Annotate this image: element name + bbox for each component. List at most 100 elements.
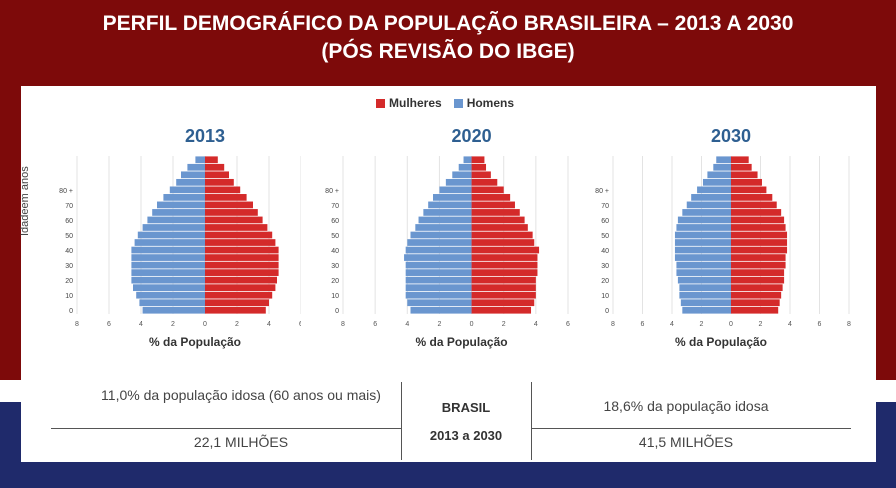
x-axis-label: % da População bbox=[675, 335, 767, 349]
content-panel: Mulheres Homens Idadeem anos 2013 8 6 4 2 0 2 4… bbox=[19, 86, 876, 462]
y-tick-label: 50 bbox=[65, 233, 73, 240]
title-line-1: PERFIL DEMOGRÁFICO DA POPULAÇÃO BRASILEI… bbox=[102, 12, 794, 35]
bar-men bbox=[139, 299, 205, 307]
bar-men bbox=[405, 261, 472, 269]
x-tick-label: 6 bbox=[373, 321, 377, 328]
bar-women bbox=[471, 299, 535, 307]
bar-women bbox=[205, 178, 234, 186]
bar-men bbox=[410, 306, 472, 314]
x-tick-label: 4 bbox=[405, 321, 409, 328]
bar-men bbox=[674, 239, 731, 246]
bar-men bbox=[691, 194, 731, 201]
x-tick-label: 2 bbox=[700, 321, 704, 328]
bar-men bbox=[713, 163, 731, 171]
bar-men bbox=[679, 284, 731, 292]
bar-women bbox=[205, 291, 273, 299]
men-swatch-icon bbox=[453, 99, 463, 109]
right-bottom-cell: 41,5 MILHÕES bbox=[638, 434, 734, 450]
x-tick-label: 2 bbox=[502, 321, 506, 328]
y-tick-label: 30 bbox=[601, 263, 609, 270]
y-tick-label: 60 bbox=[65, 218, 73, 225]
page-title: PERFIL DEMOGRÁFICO DA POPULAÇÃO BRASILEI… bbox=[0, 10, 896, 66]
y-tick-label: 60 bbox=[601, 218, 609, 225]
bar-women bbox=[731, 269, 785, 276]
x-tick-label: 2 bbox=[235, 321, 239, 328]
bar-men bbox=[405, 291, 472, 299]
x-tick-label: 4 bbox=[139, 321, 143, 328]
bar-women bbox=[471, 216, 525, 224]
bar-men bbox=[677, 216, 731, 224]
bar-women bbox=[471, 284, 536, 292]
women-swatch-icon bbox=[376, 99, 385, 109]
bar-women bbox=[731, 186, 767, 194]
bar-women bbox=[205, 186, 241, 194]
y-tick-label: 20 bbox=[601, 278, 609, 285]
bar-men bbox=[415, 224, 472, 231]
y-tick-label: 0 bbox=[335, 308, 339, 315]
bar-men bbox=[405, 276, 472, 284]
bar-women bbox=[471, 201, 515, 209]
bar-women bbox=[471, 178, 498, 186]
bar-women bbox=[731, 261, 786, 269]
bar-women bbox=[731, 178, 762, 186]
bar-women bbox=[205, 171, 229, 179]
y-tick-label: 60 bbox=[331, 218, 339, 225]
bar-women bbox=[731, 163, 752, 171]
bar-women bbox=[471, 276, 536, 284]
x-tick-label: 6 bbox=[818, 321, 822, 328]
center-label-2: 2013 a 2030 bbox=[429, 428, 503, 443]
legend-item-men: Homens bbox=[453, 96, 514, 110]
bar-women bbox=[731, 171, 758, 179]
left-bottom-cell: 22,1 MILHÕES bbox=[193, 434, 289, 450]
bar-women bbox=[205, 284, 276, 292]
bar-women bbox=[471, 306, 532, 314]
bar-women bbox=[731, 299, 780, 307]
bar-men bbox=[134, 239, 205, 246]
x-tick-label: 4 bbox=[267, 321, 271, 328]
bar-men bbox=[680, 299, 731, 307]
legend: Mulheres Homens bbox=[376, 96, 514, 110]
bar-men bbox=[137, 231, 205, 239]
y-tick-label: 30 bbox=[331, 263, 339, 270]
bar-men bbox=[686, 201, 731, 209]
bar-women bbox=[205, 254, 279, 261]
bar-men bbox=[152, 209, 205, 216]
bar-women bbox=[731, 201, 777, 209]
bar-women bbox=[205, 239, 276, 246]
bar-men bbox=[707, 171, 731, 179]
title-line-2: (PÓS REVISÃO DO IBGE) bbox=[321, 40, 575, 63]
x-tick-label: 0 bbox=[470, 321, 474, 328]
bar-women bbox=[205, 231, 273, 239]
bar-women bbox=[205, 261, 279, 269]
bar-women bbox=[731, 231, 788, 239]
bar-men bbox=[452, 171, 472, 179]
x-tick-label: 2 bbox=[437, 321, 441, 328]
bar-women bbox=[471, 156, 485, 164]
bar-women bbox=[205, 269, 279, 276]
bar-men bbox=[131, 261, 205, 269]
bar-men bbox=[458, 163, 472, 171]
bar-men bbox=[404, 254, 472, 261]
bar-women bbox=[205, 224, 268, 231]
x-tick-label: 8 bbox=[611, 321, 615, 328]
bar-men bbox=[428, 201, 472, 209]
bar-women bbox=[471, 194, 511, 201]
bar-women bbox=[731, 156, 749, 164]
bar-men bbox=[407, 239, 472, 246]
x-tick-label: 4 bbox=[670, 321, 674, 328]
bar-women bbox=[471, 186, 504, 194]
bar-women bbox=[205, 246, 279, 254]
bar-women bbox=[471, 209, 520, 216]
bar-women bbox=[471, 246, 540, 254]
bar-men bbox=[136, 291, 205, 299]
y-tick-label: 70 bbox=[331, 203, 339, 210]
bar-women bbox=[731, 284, 783, 292]
bar-men bbox=[176, 178, 205, 186]
left-top-cell: 11,0% da população idosa (60 anos ou mai… bbox=[101, 387, 381, 403]
bar-men bbox=[131, 254, 205, 261]
bar-women bbox=[471, 291, 536, 299]
y-tick-label: 70 bbox=[601, 203, 609, 210]
bar-men bbox=[405, 269, 472, 276]
bar-women bbox=[471, 261, 538, 269]
bar-men bbox=[147, 216, 205, 224]
